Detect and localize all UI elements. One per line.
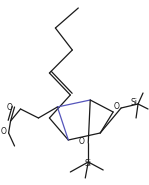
Text: Si: Si (131, 97, 138, 107)
Text: O: O (7, 102, 13, 112)
Text: O: O (78, 137, 84, 147)
Text: Si: Si (85, 159, 92, 169)
Text: O: O (1, 127, 7, 137)
Text: O: O (113, 102, 119, 110)
